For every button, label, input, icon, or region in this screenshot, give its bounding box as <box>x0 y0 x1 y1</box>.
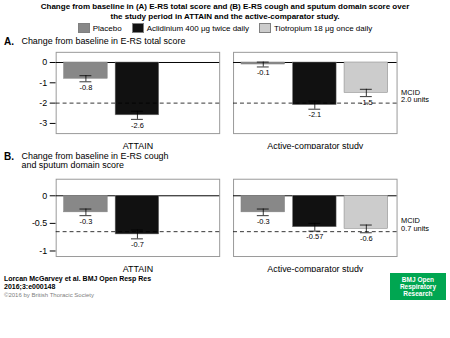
svg-text:-0.7: -0.7 <box>131 240 144 249</box>
html-text:B.: B. <box>4 151 14 163</box>
svg-text:ATTAIN: ATTAIN <box>123 264 153 272</box>
svg-text:Change from baseline in E-RS c: Change from baseline in E-RS coughand sp… <box>21 151 168 170</box>
html-text:Lorcan McGarvey et al. BMJ Ope: Lorcan McGarvey et al. BMJ Open Resp Res… <box>4 275 152 291</box>
svg-text:Active-comparator study: Active-comparator study <box>267 264 364 272</box>
svg-text:-0.3: -0.3 <box>257 217 270 226</box>
svg-text:-0.3: -0.3 <box>79 217 92 226</box>
svg-text:MCID0.7 units: MCID0.7 units <box>401 216 429 232</box>
svg-text:-2.1: -2.1 <box>308 111 321 120</box>
svg-text:-1.5: -1.5 <box>360 98 373 107</box>
svg-text:-0.57: -0.57 <box>306 233 323 242</box>
svg-text:Change from baseline in E-RS t: Change from baseline in E-RS total score <box>21 36 185 46</box>
svg-text:ATTAIN: ATTAIN <box>123 141 153 149</box>
svg-text:0: 0 <box>42 58 47 68</box>
html-text:Aclidinium 400 μg twice daily: Aclidinium 400 μg twice daily <box>146 23 250 33</box>
svg-text:-1: -1 <box>39 78 47 88</box>
html-text:Change from baseline in (A) E-: Change from baseline in (A) E-RS total s… <box>40 2 410 21</box>
html-text:Placebo: Placebo <box>92 23 122 33</box>
svg-text:-3: -3 <box>39 118 47 128</box>
svg-text:Active-comparator study: Active-comparator study <box>267 141 364 149</box>
html-text:Tiotropium 18 μg once daily: Tiotropium 18 μg once daily <box>274 23 373 33</box>
svg-text:-1: -1 <box>39 246 47 256</box>
svg-text:-0.8: -0.8 <box>79 83 92 92</box>
html-text:©2016 by British Thoracic Soci: ©2016 by British Thoracic Society <box>4 292 94 299</box>
html-text:A.: A. <box>4 36 14 48</box>
svg-text:MCID2.0 units: MCID2.0 units <box>401 88 429 104</box>
svg-text:-2: -2 <box>39 98 47 108</box>
svg-text:-0.5: -0.5 <box>32 218 47 228</box>
html-text:BMJ Open Respiratory Research: BMJ Open Respiratory Research <box>399 276 436 298</box>
svg-text:0: 0 <box>42 191 47 201</box>
svg-text:-0.6: -0.6 <box>360 234 373 243</box>
svg-text:-0.1: -0.1 <box>257 68 270 77</box>
svg-text:-2.6: -2.6 <box>131 121 144 130</box>
